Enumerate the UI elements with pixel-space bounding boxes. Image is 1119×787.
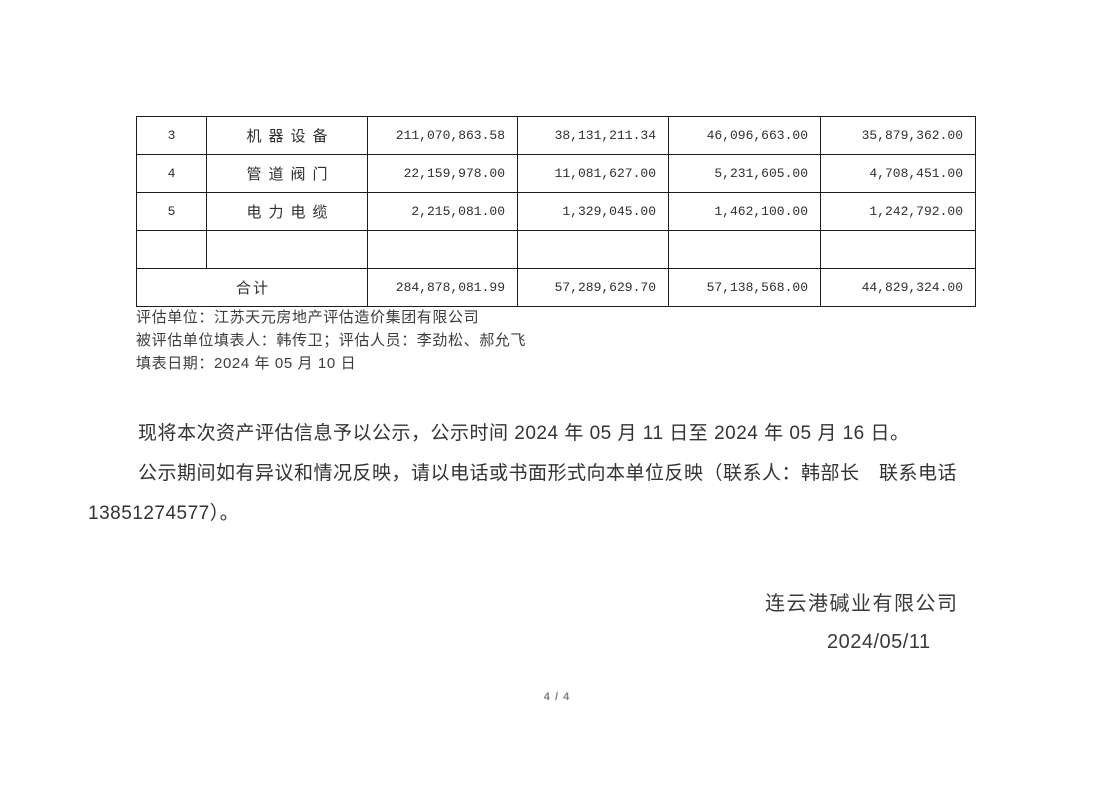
cell-value-3	[668, 230, 821, 269]
cell-total-value-2: 57,289,629.70	[517, 268, 669, 307]
cell-asset-name: 机器设备	[206, 116, 368, 155]
note-form-fillers: 被评估单位填表人：韩传卫；评估人员：李劲松、郝允飞	[136, 332, 527, 349]
cell-value-3: 5,231,605.00	[668, 154, 821, 193]
page-number-indicator: 4 / 4	[543, 691, 571, 703]
signature-company-name: 连云港碱业有限公司	[765, 593, 959, 615]
cell-value-3: 46,096,663.00	[668, 116, 821, 155]
cell-value-4: 4,708,451.00	[820, 154, 976, 193]
table-row-total: 合计 284,878,081.99 57,289,629.70 57,138,5…	[136, 268, 976, 307]
cell-value-1	[367, 230, 518, 269]
cell-value-1: 2,215,081.00	[367, 192, 518, 231]
cell-asset-name	[206, 230, 368, 269]
cell-serial	[136, 230, 207, 269]
announcement-paragraph-1: 现将本次资产评估信息予以公示，公示时间 2024 年 05 月 11 日至 20…	[138, 423, 910, 444]
cell-value-4	[820, 230, 976, 269]
signature-date: 2024/05/11	[827, 631, 931, 653]
cell-value-2: 1,329,045.00	[517, 192, 669, 231]
table-row: 5 电力电缆 2,215,081.00 1,329,045.00 1,462,1…	[136, 192, 976, 231]
cell-serial: 5	[136, 192, 207, 231]
table-notes: 评估单位：江苏天元房地产评估造价集团有限公司 被评估单位填表人：韩传卫；评估人员…	[136, 306, 526, 375]
cell-total-label: 合计	[136, 268, 368, 307]
cell-total-value-3: 57,138,568.00	[668, 268, 821, 307]
cell-value-1: 22,159,978.00	[367, 154, 518, 193]
cell-total-value-1: 284,878,081.99	[367, 268, 518, 307]
cell-total-value-4: 44,829,324.00	[820, 268, 976, 307]
cell-asset-name: 电力电缆	[206, 192, 368, 231]
table-row: 3 机器设备 211,070,863.58 38,131,211.34 46,0…	[136, 116, 976, 155]
cell-asset-name: 管道阀门	[206, 154, 368, 193]
cell-value-2: 11,081,627.00	[517, 154, 669, 193]
cell-value-3: 1,462,100.00	[668, 192, 821, 231]
cell-value-1: 211,070,863.58	[367, 116, 518, 155]
cell-value-4: 1,242,792.00	[820, 192, 976, 231]
note-fill-date: 填表日期：2024 年 05 月 10 日	[136, 355, 357, 372]
announcement-paragraph-2-line-2: 13851274577）。	[88, 503, 240, 524]
cell-serial: 3	[136, 116, 207, 155]
table-row: 4 管道阀门 22,159,978.00 11,081,627.00 5,231…	[136, 154, 976, 193]
cell-value-2	[517, 230, 669, 269]
note-evaluation-unit: 评估单位：江苏天元房地产评估造价集团有限公司	[136, 309, 480, 326]
asset-valuation-table: 3 机器设备 211,070,863.58 38,131,211.34 46,0…	[136, 116, 976, 307]
table-row-empty	[136, 230, 976, 269]
cell-value-4: 35,879,362.00	[820, 116, 976, 155]
announcement-paragraph-2-line-1: 公示期间如有异议和情况反映，请以电话或书面形式向本单位反映（联系人：韩部长 联系…	[138, 463, 958, 484]
cell-value-2: 38,131,211.34	[517, 116, 669, 155]
announcement-body: 现将本次资产评估信息予以公示，公示时间 2024 年 05 月 11 日至 20…	[88, 414, 1056, 534]
cell-serial: 4	[136, 154, 207, 193]
